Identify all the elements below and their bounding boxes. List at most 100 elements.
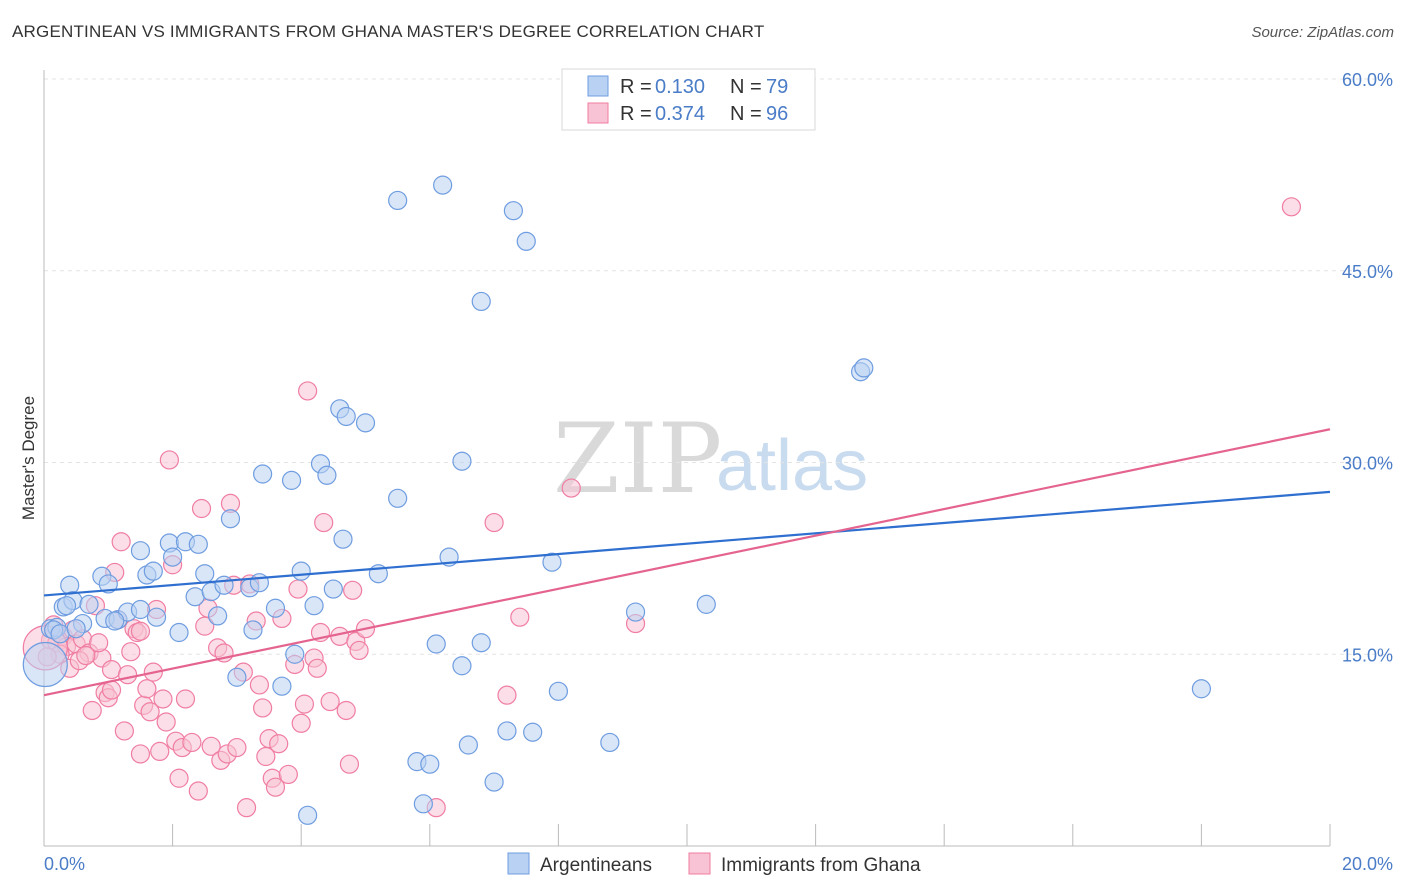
ghana-point <box>137 679 157 699</box>
legend-r-label-2: R = <box>620 103 652 125</box>
argentinean-point <box>56 596 77 616</box>
ghana-point <box>111 532 131 552</box>
ghana-point <box>484 512 504 533</box>
x-tick-label-max: 20.0% <box>1342 854 1393 874</box>
argentinean-point <box>355 413 376 433</box>
ghana-point <box>298 381 318 401</box>
bottom-legend-label-ghana: Immigrants from Ghana <box>721 855 921 876</box>
argentinean-point <box>214 575 234 595</box>
legend-n-label-2: N = <box>730 103 762 125</box>
argentinean-point <box>317 465 337 485</box>
argentinean-point <box>79 594 99 614</box>
argentinean-point <box>625 602 646 622</box>
argentinean-point <box>298 805 318 825</box>
ghana-point <box>339 754 360 774</box>
ghana-point <box>291 713 311 733</box>
argentinean-point <box>249 573 270 593</box>
argentinean-point <box>503 201 523 221</box>
ghana-point <box>253 698 273 718</box>
argentinean-point <box>333 529 353 549</box>
argentinean-point <box>281 470 302 490</box>
legend-swatch-argentineans <box>587 75 609 97</box>
x-axis-ticks <box>43 824 1331 846</box>
argentinean-point <box>243 620 263 640</box>
ghana-point <box>349 640 369 661</box>
ghana-point <box>101 659 122 680</box>
ghana-point <box>201 736 221 756</box>
argentinean-point <box>163 547 183 567</box>
ghana-point <box>336 700 356 721</box>
watermark-atlas: atlas <box>716 426 868 506</box>
argentinean-point <box>426 634 446 654</box>
y-axis-title: Master's Degree <box>19 396 38 520</box>
ghana-point <box>89 633 109 653</box>
argentinean-point <box>285 644 305 664</box>
argentinean-point <box>420 754 440 774</box>
ghana-point <box>175 689 196 709</box>
ghana-point <box>117 665 138 685</box>
argentinean-point <box>696 594 716 614</box>
grid-lines <box>44 78 1393 655</box>
bottom-legend: Argentineans Immigrants from Ghana <box>507 852 921 876</box>
argentinean-point <box>452 451 472 471</box>
argentinean-point <box>169 622 189 643</box>
argentinean-point <box>600 732 620 753</box>
trend-lines <box>43 428 1331 697</box>
ghana-trend-line <box>43 428 1331 697</box>
ghana-point <box>153 689 173 709</box>
ghana-point <box>76 645 96 666</box>
legend-n-value-2: 96 <box>766 103 788 125</box>
argentinean-point <box>130 599 151 620</box>
y-tick-label: 15.0% <box>1342 645 1393 665</box>
y-tick-labels: 15.0% 30.0% 45.0% 60.0% <box>1342 70 1393 665</box>
legend-r-value-1: 0.130 <box>655 76 705 98</box>
argentinean-point <box>98 574 118 594</box>
argentinean-point <box>323 579 343 599</box>
argentinean-point <box>452 656 472 676</box>
argentinean-point <box>548 681 569 701</box>
argentinean-point <box>388 190 408 211</box>
argentinean-point <box>471 291 491 312</box>
argentinean-point <box>433 175 453 195</box>
ghana-point <box>320 691 340 712</box>
ghana-point <box>191 498 212 519</box>
ghana-point <box>278 764 298 785</box>
ghana-point <box>510 607 530 627</box>
argentinean-point <box>458 735 478 755</box>
ghana-point <box>150 741 170 762</box>
legend-r-label-1: R = <box>620 76 652 98</box>
ghana-point <box>236 798 257 818</box>
ghana-point <box>269 734 289 754</box>
ghana-point <box>130 621 151 641</box>
ghana-point <box>82 700 102 721</box>
argentinean-point <box>66 619 86 639</box>
ghana-point <box>497 685 517 705</box>
argentinean-point <box>854 358 874 378</box>
argentinean-point <box>413 794 433 814</box>
argentinean-point <box>516 231 536 251</box>
legend-n-label-1: N = <box>730 76 762 98</box>
ghana-point <box>169 768 189 788</box>
ghana-point <box>182 732 202 753</box>
argentinean-point <box>50 624 70 644</box>
ghana-point <box>121 642 141 662</box>
argentinean-point <box>336 406 356 427</box>
ghana-point <box>114 721 134 741</box>
ghana-point <box>265 777 286 797</box>
ghana-point <box>294 694 315 714</box>
legend-r-value-2: 0.374 <box>655 103 705 125</box>
x-tick-label-min: 0.0% <box>44 854 85 874</box>
ghana-point <box>188 781 208 801</box>
series-argentineans-points <box>22 175 1212 825</box>
argentinean-cluster-point <box>22 641 68 688</box>
ghana-point <box>343 580 363 600</box>
argentinean-point <box>208 606 228 626</box>
argentinean-trend-line <box>43 490 1331 597</box>
ghana-point <box>101 680 122 700</box>
argentinean-point <box>220 509 241 529</box>
watermark-zip: ZIP <box>553 403 722 515</box>
ghana-point <box>249 675 270 695</box>
argentinean-point <box>253 464 273 484</box>
chart-title: ARGENTINEAN VS IMMIGRANTS FROM GHANA MAS… <box>12 22 765 41</box>
argentinean-point <box>291 561 311 581</box>
